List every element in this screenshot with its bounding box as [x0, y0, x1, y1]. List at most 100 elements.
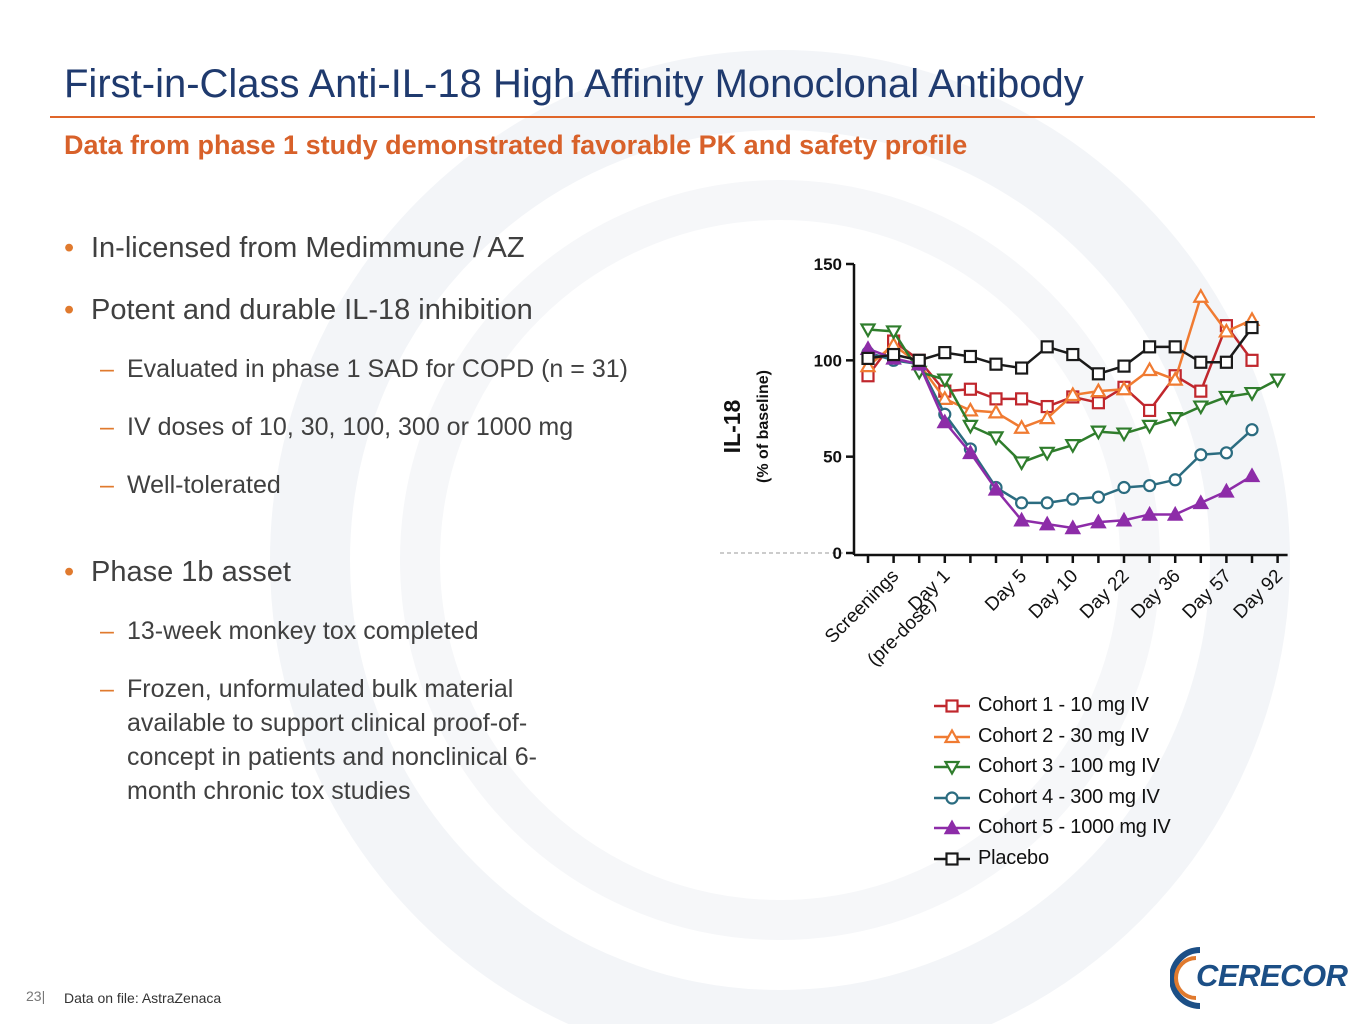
bullet-item: • In-licensed from Medimmune / AZ [64, 228, 704, 268]
data-point [1064, 439, 1082, 454]
cerecor-logo-icon [1170, 947, 1201, 1009]
source-note: Data on file: AstraZenaca [64, 990, 222, 1006]
legend-marker [943, 819, 961, 835]
y-axis-label: IL-18 [719, 399, 745, 453]
data-point [1038, 515, 1056, 531]
legend-label: Cohort 1 - 10 mg IV [978, 694, 1149, 716]
bullet-text: Phase 1b asset [91, 556, 291, 588]
data-point [1015, 392, 1029, 406]
sub-bullet-text: Evaluated in phase 1 SAD for COPD (n = 3… [127, 355, 628, 383]
data-point [1168, 473, 1182, 487]
data-point [1013, 456, 1030, 472]
data-point [1090, 425, 1107, 441]
data-point [1245, 353, 1259, 367]
data-point [987, 403, 1005, 419]
data-point [1192, 288, 1210, 303]
legend-label: Cohort 2 - 30 mg IV [978, 724, 1149, 747]
data-point [938, 346, 952, 360]
data-point [1243, 386, 1261, 402]
legend-label: Cohort 5 - 1000 mg IV [978, 816, 1171, 838]
data-point [963, 349, 977, 364]
data-point [1064, 519, 1082, 535]
legend-marker [945, 851, 959, 866]
data-point [1166, 412, 1184, 427]
legend-marker [943, 760, 961, 776]
data-point [1166, 370, 1184, 386]
series-line [867, 294, 1253, 430]
sub-bullet-item: – IV doses of 10, 30, 100, 300 or 1000 mg [64, 410, 704, 444]
series-line [867, 326, 1254, 376]
data-point [989, 357, 1003, 371]
page-number: 23| [26, 988, 46, 1004]
dash-icon: – [100, 675, 114, 703]
data-point [1245, 320, 1259, 335]
data-point [1194, 448, 1208, 462]
sub-bullet-item: – Well-tolerated [64, 468, 704, 502]
bullet-item: • Potent and durable IL-18 inhibition [64, 290, 704, 330]
data-point [1117, 480, 1131, 495]
data-point [1091, 490, 1105, 504]
data-point [887, 347, 901, 362]
bullet-item: • Phase 1b asset [64, 552, 704, 592]
sub-bullet-item: – Evaluated in phase 1 SAD for COPD (n = … [64, 352, 704, 386]
x-tick-label: Day 10 [1025, 566, 1082, 623]
data-point [1066, 347, 1080, 362]
data-point [1143, 340, 1157, 354]
data-point [1194, 384, 1208, 398]
logo-text: CERECOR [1196, 958, 1348, 993]
legend-marker-icon [934, 727, 970, 743]
legend-marker-icon [934, 699, 970, 713]
y-tick-label: 50 [823, 448, 842, 467]
data-point [912, 353, 926, 367]
x-tick-label: Day 36 [1127, 566, 1184, 623]
data-point [1166, 505, 1184, 521]
bullet-text: In-licensed from Medimmune / AZ [91, 232, 525, 264]
data-point [1243, 467, 1261, 483]
x-tick-label: Day 22 [1076, 566, 1133, 623]
data-point [1143, 478, 1157, 493]
data-point [1194, 355, 1208, 369]
data-point [962, 419, 979, 435]
x-tick-label: Day 57 [1179, 566, 1236, 623]
data-point [859, 357, 877, 373]
data-point [1141, 505, 1158, 521]
series-line [867, 351, 1253, 505]
data-point [1219, 446, 1234, 460]
sub-bullet-text: IV doses of 10, 30, 100, 300 or 1000 mg [127, 413, 574, 441]
y-tick-label: 0 [833, 544, 842, 563]
data-point [963, 382, 977, 396]
data-point [1038, 446, 1056, 462]
data-point [859, 323, 877, 339]
data-point [1269, 373, 1286, 389]
data-point [1115, 427, 1133, 443]
dash-icon: – [100, 471, 114, 499]
sub-bullet-text: Frozen, unformulated bulk material avail… [127, 675, 537, 805]
legend-marker-icon [934, 760, 970, 776]
x-tick-label: Day 92 [1230, 566, 1287, 623]
slide-title: First-in-Class Anti-IL-18 High Affinity … [64, 62, 1084, 106]
data-point [1090, 382, 1107, 398]
legend-marker-icon [934, 819, 970, 835]
legend-marker-icon [934, 851, 970, 866]
data-point [1218, 322, 1235, 338]
legend-marker [945, 699, 959, 713]
data-point [1168, 340, 1182, 354]
data-point [1013, 419, 1030, 434]
data-point [936, 390, 954, 405]
data-point [1015, 496, 1029, 510]
data-point [1091, 367, 1105, 381]
data-point [1090, 513, 1107, 529]
data-point [1141, 361, 1158, 377]
data-point [1219, 355, 1234, 369]
dash-icon: – [100, 413, 114, 441]
bullet-dot-icon: • [64, 294, 75, 326]
y-tick-label: 150 [814, 255, 842, 274]
data-point [1115, 380, 1133, 396]
data-point [936, 413, 954, 429]
data-point [962, 401, 979, 417]
data-point [1115, 511, 1133, 527]
data-point [1143, 403, 1157, 418]
legend-marker [943, 727, 961, 743]
data-point [1117, 359, 1131, 373]
